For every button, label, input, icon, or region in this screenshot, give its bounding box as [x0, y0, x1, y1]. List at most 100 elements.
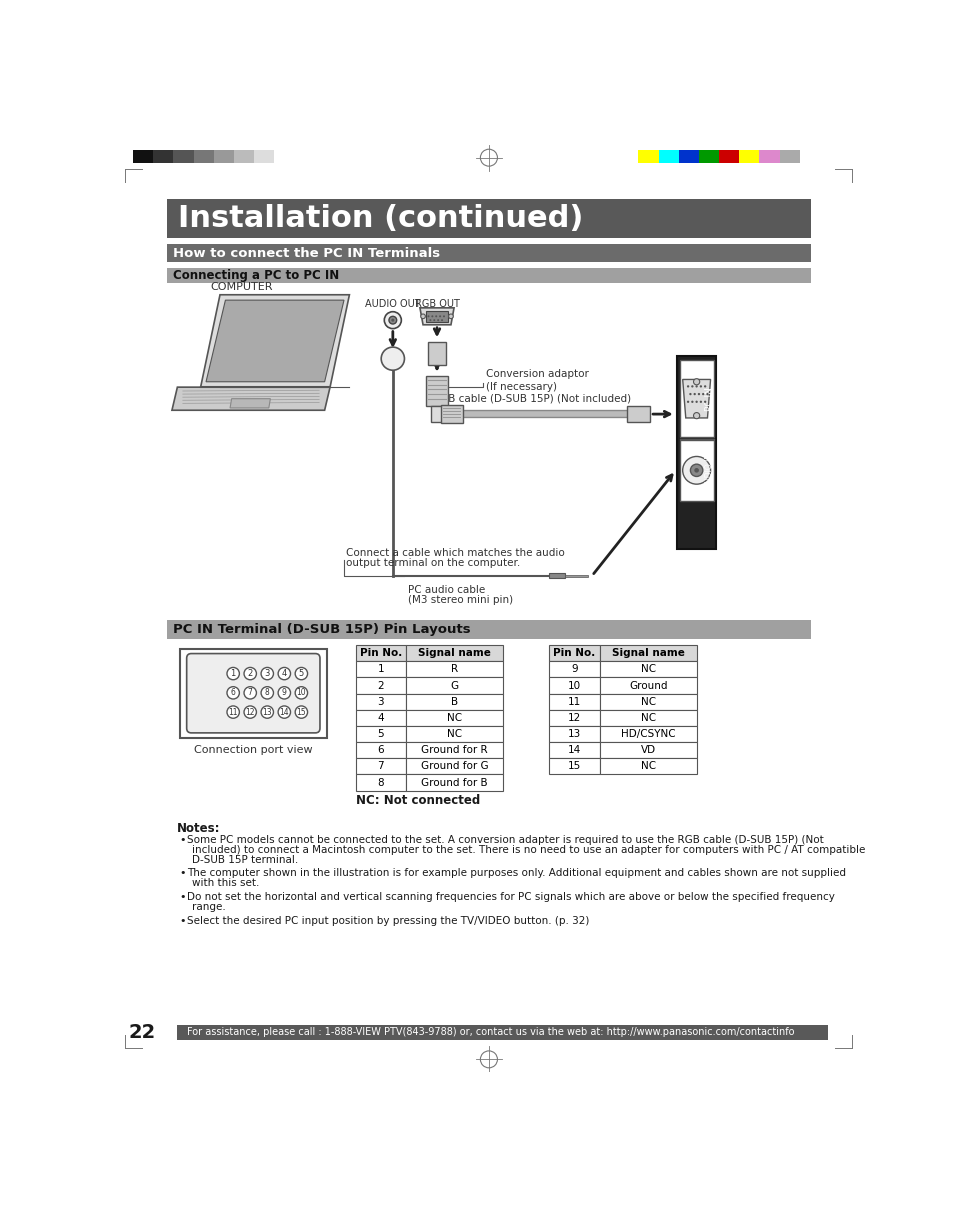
Bar: [426, 376, 447, 406]
Bar: [173, 149, 193, 163]
Text: PC IN: PC IN: [704, 387, 714, 411]
Bar: [431, 406, 443, 422]
Bar: [549, 725, 599, 742]
Text: Select the desired PC input position by pressing the TV/VIDEO button. (p. 32): Select the desired PC input position by …: [187, 916, 589, 927]
Circle shape: [420, 315, 425, 318]
Bar: [153, 149, 173, 163]
Text: •: •: [179, 916, 186, 927]
Bar: [426, 311, 447, 323]
Text: The computer shown in the illustration is for example purposes only. Additional : The computer shown in the illustration i…: [187, 869, 845, 878]
Text: 22: 22: [129, 1023, 156, 1042]
Text: 8: 8: [377, 777, 384, 788]
Polygon shape: [200, 295, 349, 387]
Circle shape: [227, 687, 239, 699]
Text: •: •: [179, 835, 186, 845]
Bar: [626, 406, 649, 422]
Bar: [355, 710, 406, 725]
Bar: [213, 149, 233, 163]
Circle shape: [381, 347, 404, 370]
Text: Connection port view: Connection port view: [193, 745, 313, 756]
Text: Ground for R: Ground for R: [420, 745, 487, 756]
Text: PC IN Terminal (D-SUB 15P) Pin Layouts: PC IN Terminal (D-SUB 15P) Pin Layouts: [173, 623, 471, 636]
Text: NC: NC: [446, 729, 461, 739]
Text: For assistance, please call : 1-888-VIEW PTV(843-9788) or, contact us via the we: For assistance, please call : 1-888-VIEW…: [188, 1028, 794, 1038]
Text: 7: 7: [377, 762, 384, 771]
Circle shape: [691, 386, 693, 388]
Text: G: G: [450, 681, 458, 690]
Bar: [679, 149, 699, 163]
Bar: [599, 710, 696, 725]
Text: AUDIO OUT: AUDIO OUT: [365, 299, 420, 310]
Bar: [739, 149, 759, 163]
Text: Notes:: Notes:: [177, 822, 221, 835]
Circle shape: [442, 316, 444, 317]
Text: •: •: [179, 869, 186, 878]
Text: How to connect the PC IN Terminals: How to connect the PC IN Terminals: [173, 247, 440, 259]
Text: NC: NC: [446, 713, 461, 723]
Text: 14: 14: [567, 745, 580, 756]
FancyBboxPatch shape: [187, 653, 319, 733]
Bar: [719, 149, 739, 163]
Text: R: R: [451, 664, 457, 675]
Circle shape: [693, 378, 699, 384]
Polygon shape: [206, 300, 344, 382]
Circle shape: [697, 393, 700, 395]
Bar: [355, 677, 406, 694]
Text: 11: 11: [567, 696, 580, 706]
Text: 3: 3: [377, 696, 384, 706]
Circle shape: [244, 668, 256, 680]
Bar: [406, 725, 502, 742]
Text: 6: 6: [377, 745, 384, 756]
Bar: [406, 694, 502, 710]
Circle shape: [695, 400, 697, 402]
Circle shape: [699, 386, 701, 388]
Text: Conversion adaptor: Conversion adaptor: [485, 370, 588, 380]
Bar: [699, 149, 719, 163]
Text: HD/CSYNC: HD/CSYNC: [620, 729, 675, 739]
Text: 9: 9: [571, 664, 578, 675]
Polygon shape: [230, 399, 270, 408]
Bar: [406, 742, 502, 758]
Text: 3: 3: [264, 669, 270, 678]
Circle shape: [391, 318, 394, 322]
Circle shape: [690, 464, 702, 476]
Circle shape: [448, 315, 453, 318]
Circle shape: [431, 316, 433, 317]
Text: Some PC models cannot be connected to the set. A conversion adapter is required : Some PC models cannot be connected to th…: [187, 835, 823, 845]
Text: Ground for B: Ground for B: [420, 777, 487, 788]
Bar: [355, 645, 406, 662]
Circle shape: [389, 316, 396, 324]
Text: B: B: [451, 696, 457, 706]
Circle shape: [244, 706, 256, 718]
Circle shape: [294, 668, 307, 680]
Text: with this set.: with this set.: [192, 878, 259, 888]
Circle shape: [691, 400, 693, 402]
Bar: [355, 758, 406, 775]
Polygon shape: [172, 387, 330, 410]
Text: 13: 13: [262, 707, 272, 717]
Bar: [549, 694, 599, 710]
Text: PC audio cable: PC audio cable: [408, 586, 485, 595]
Text: Pin No.: Pin No.: [553, 648, 595, 658]
Text: RGB OUT: RGB OUT: [415, 299, 459, 310]
Circle shape: [695, 386, 697, 388]
Text: 2: 2: [377, 681, 384, 690]
Circle shape: [384, 312, 401, 329]
Bar: [638, 149, 658, 163]
Circle shape: [440, 319, 442, 322]
Bar: [177, 1024, 827, 1040]
Bar: [193, 149, 213, 163]
Text: Signal name: Signal name: [417, 648, 491, 658]
Bar: [253, 149, 274, 163]
Text: NC: NC: [640, 696, 655, 706]
Text: 12: 12: [567, 713, 580, 723]
Text: Connecting a PC to PC IN: Connecting a PC to PC IN: [173, 269, 339, 282]
Circle shape: [699, 400, 701, 402]
Bar: [599, 725, 696, 742]
Bar: [167, 243, 810, 263]
Circle shape: [294, 687, 307, 699]
Text: 8: 8: [265, 688, 270, 698]
Circle shape: [688, 393, 691, 395]
Circle shape: [438, 316, 440, 317]
Bar: [355, 694, 406, 710]
